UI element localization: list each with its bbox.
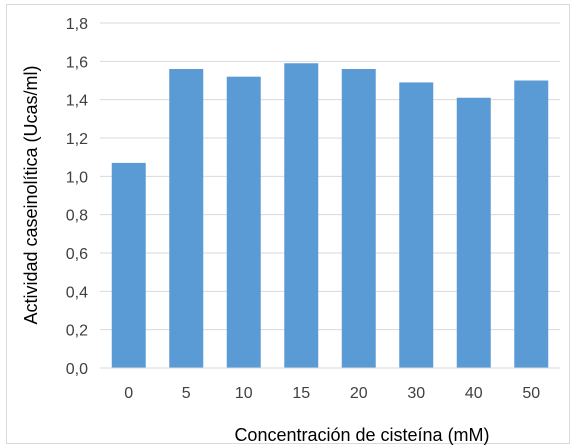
y-tick-label: 0,2 — [66, 323, 88, 340]
bar-15 — [284, 63, 319, 368]
bar-10 — [226, 76, 261, 369]
y-tick-label: 0,4 — [66, 284, 88, 301]
bar-0 — [111, 162, 146, 368]
x-axis-title: Concentración de cisteína (mM) — [234, 425, 489, 445]
y-tick-label: 0,8 — [66, 208, 88, 225]
bar-40 — [456, 97, 491, 368]
y-tick-label: 0,6 — [66, 246, 88, 263]
bar-series — [111, 63, 549, 369]
x-tick-labels: 0 5 10 15 20 30 40 50 — [124, 385, 540, 402]
x-tick-label: 20 — [350, 385, 368, 402]
y-axis-title: Actividad caseinolítica (Ucas/ml) — [21, 65, 41, 324]
x-tick-label: 15 — [292, 385, 310, 402]
y-tick-label: 1,6 — [66, 54, 88, 71]
x-tick-label: 5 — [182, 385, 191, 402]
y-tick-label: 1,2 — [66, 131, 88, 148]
x-tick-label: 10 — [235, 385, 253, 402]
bar-50 — [514, 80, 549, 368]
y-tick-label: 1,0 — [66, 169, 88, 186]
bar-5 — [169, 69, 204, 368]
x-tick-label: 50 — [522, 385, 540, 402]
gridlines — [100, 22, 560, 369]
x-tick-label: 40 — [465, 385, 483, 402]
y-tick-label: 1,8 — [66, 16, 88, 33]
y-tick-label: 1,4 — [66, 93, 88, 110]
x-tick-label: 30 — [407, 385, 425, 402]
bar-30 — [399, 82, 434, 369]
x-tick-label: 0 — [124, 385, 133, 402]
bar-20 — [341, 69, 376, 368]
y-tick-labels: 0,0 0,2 0,4 0,6 0,8 1,0 1,2 1,4 1,6 1,8 — [66, 16, 88, 378]
y-tick-label: 0,0 — [66, 361, 88, 378]
